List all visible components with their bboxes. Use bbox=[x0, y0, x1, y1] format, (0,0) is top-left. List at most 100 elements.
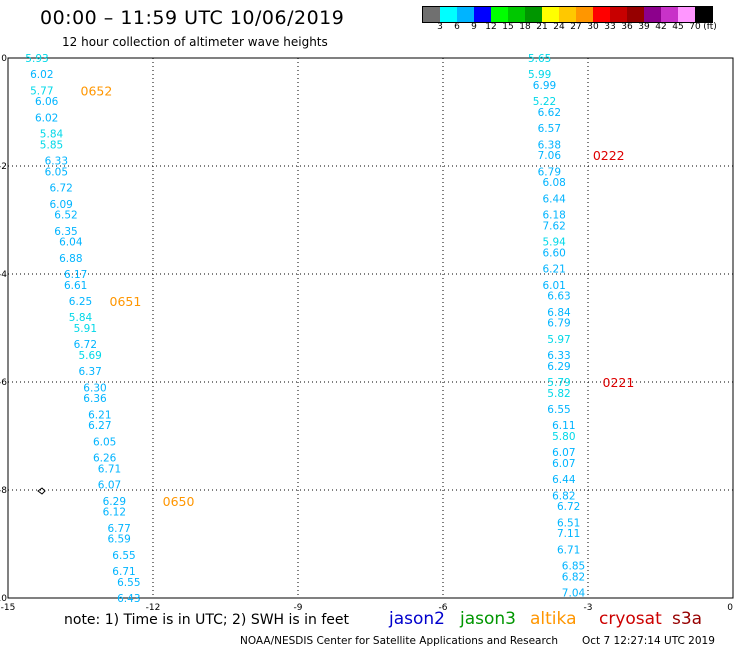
y-tick-label: -10 bbox=[0, 594, 7, 604]
wave-height-label: 6.37 bbox=[78, 366, 101, 378]
wave-height-label: 5.97 bbox=[547, 334, 570, 346]
color-scale-label: 39 bbox=[638, 22, 650, 32]
wave-height-label: 6.02 bbox=[30, 69, 53, 81]
color-scale-label: 27 bbox=[570, 22, 582, 32]
x-tick-label: -6 bbox=[439, 603, 448, 613]
wave-height-label: 6.99 bbox=[533, 80, 556, 92]
wave-height-label: 6.55 bbox=[117, 577, 140, 589]
color-swatch bbox=[678, 7, 695, 22]
wave-height-label: 6.57 bbox=[538, 123, 561, 135]
wave-height-label: 6.29 bbox=[103, 496, 126, 508]
wave-height-label: 6.79 bbox=[538, 166, 561, 178]
color-swatch bbox=[644, 7, 661, 22]
wave-height-label: 6.07 bbox=[98, 480, 121, 492]
wave-height-label: 6.07 bbox=[552, 458, 575, 470]
wave-height-label: 5.91 bbox=[74, 323, 97, 335]
wave-height-label: 6.21 bbox=[542, 264, 565, 276]
chart-subtitle: 12 hour collection of altimeter wave hei… bbox=[62, 35, 328, 49]
wave-height-label: 7.62 bbox=[542, 220, 565, 232]
color-swatch bbox=[457, 7, 474, 22]
wave-height-label: 6.29 bbox=[547, 361, 570, 373]
color-scale-label: 33 bbox=[604, 22, 616, 32]
wave-height-label: 5.77 bbox=[30, 85, 53, 97]
wave-height-label: 6.79 bbox=[547, 318, 570, 330]
wave-height-label: 6.05 bbox=[45, 166, 68, 178]
wave-height-label: 5.93 bbox=[25, 53, 48, 65]
coastline-marker bbox=[37, 487, 46, 495]
x-tick-label: 0 bbox=[727, 603, 733, 613]
wave-height-label: 7.06 bbox=[538, 150, 562, 162]
wave-height-label: 5.99 bbox=[528, 69, 551, 81]
wave-height-label: 6.04 bbox=[59, 237, 83, 249]
wave-height-label: 6.35 bbox=[54, 226, 77, 238]
wave-height-label: 5.80 bbox=[552, 431, 575, 443]
wave-height-label: 6.60 bbox=[542, 247, 565, 259]
color-scale-label: 6 bbox=[454, 22, 460, 32]
wave-height-label: 6.85 bbox=[562, 561, 585, 573]
wave-height-label: 6.55 bbox=[547, 404, 570, 416]
wave-height-label: 6.36 bbox=[83, 393, 107, 405]
wave-height-label: 6.88 bbox=[59, 253, 82, 265]
legend-item-jason3: jason3 bbox=[460, 609, 516, 629]
color-swatch bbox=[508, 7, 525, 22]
wave-height-label: 6.84 bbox=[547, 307, 571, 319]
color-scale-label: 24 bbox=[553, 22, 565, 32]
color-scale-label: (ft) bbox=[703, 22, 717, 32]
wave-height-label: 6.82 bbox=[562, 571, 585, 583]
chart-title: 00:00 – 11:59 UTC 10/06/2019 bbox=[40, 7, 345, 29]
color-scale-label: 42 bbox=[655, 22, 667, 32]
wave-height-label: 6.06 bbox=[35, 96, 59, 108]
wave-height-label: 6.12 bbox=[103, 507, 126, 519]
pass-time-label: 0650 bbox=[163, 494, 195, 509]
x-tick-label: -9 bbox=[294, 603, 303, 613]
color-swatch bbox=[474, 7, 491, 22]
wave-height-label: 5.22 bbox=[533, 96, 556, 108]
color-scale-bar bbox=[422, 6, 713, 23]
wave-height-label: 6.02 bbox=[35, 112, 58, 124]
wave-height-label: 5.84 bbox=[69, 312, 93, 324]
color-swatch bbox=[593, 7, 610, 22]
color-scale-label: 18 bbox=[519, 22, 531, 32]
legend-item-altika: altika bbox=[530, 609, 577, 629]
color-swatch bbox=[491, 7, 508, 22]
wave-height-label: 6.77 bbox=[107, 523, 130, 535]
wave-height-label: 5.84 bbox=[40, 129, 64, 141]
wave-height-label: 6.72 bbox=[557, 501, 580, 513]
color-swatch bbox=[610, 7, 627, 22]
color-swatch bbox=[525, 7, 542, 22]
color-swatch bbox=[542, 7, 559, 22]
wave-height-label: 5.65 bbox=[528, 53, 551, 65]
color-scale-label: 15 bbox=[502, 22, 514, 32]
color-scale-label: 70 bbox=[689, 22, 701, 32]
wave-height-label: 6.07 bbox=[552, 447, 575, 459]
wave-height-label: 6.25 bbox=[69, 296, 92, 308]
wave-height-label: 6.18 bbox=[542, 210, 565, 222]
wave-height-label: 6.09 bbox=[49, 199, 72, 211]
y-tick-label: 0 bbox=[1, 54, 7, 64]
wave-height-label: 6.08 bbox=[542, 177, 565, 189]
wave-height-label: 6.63 bbox=[547, 291, 570, 303]
color-swatch bbox=[576, 7, 593, 22]
x-tick-label: -3 bbox=[584, 603, 593, 613]
pass-time-label: 0221 bbox=[603, 375, 635, 390]
wave-height-label: 6.52 bbox=[54, 210, 77, 222]
wave-height-label: 6.71 bbox=[112, 566, 135, 578]
note-text: note: 1) Time is in UTC; 2) SWH is in fe… bbox=[64, 612, 350, 628]
color-scale-label: 21 bbox=[536, 22, 548, 32]
wave-height-label: 6.71 bbox=[98, 463, 121, 475]
legend-item-cryosat: cryosat bbox=[599, 609, 662, 629]
pass-time-label: 0652 bbox=[81, 83, 113, 98]
wave-height-label: 5.85 bbox=[40, 139, 63, 151]
wave-height-label: 6.11 bbox=[552, 420, 575, 432]
wave-height-label: 6.26 bbox=[93, 453, 117, 465]
plot-frame bbox=[7, 57, 734, 599]
color-swatch bbox=[695, 7, 712, 22]
color-scale-label: 45 bbox=[672, 22, 684, 32]
wave-height-label: 6.82 bbox=[552, 490, 575, 502]
y-tick-label: -2 bbox=[0, 162, 7, 172]
wave-height-label: 7.11 bbox=[557, 528, 580, 540]
wave-height-label: 6.33 bbox=[547, 350, 570, 362]
x-tick-label: -15 bbox=[1, 603, 16, 613]
y-tick-label: -6 bbox=[0, 378, 7, 388]
